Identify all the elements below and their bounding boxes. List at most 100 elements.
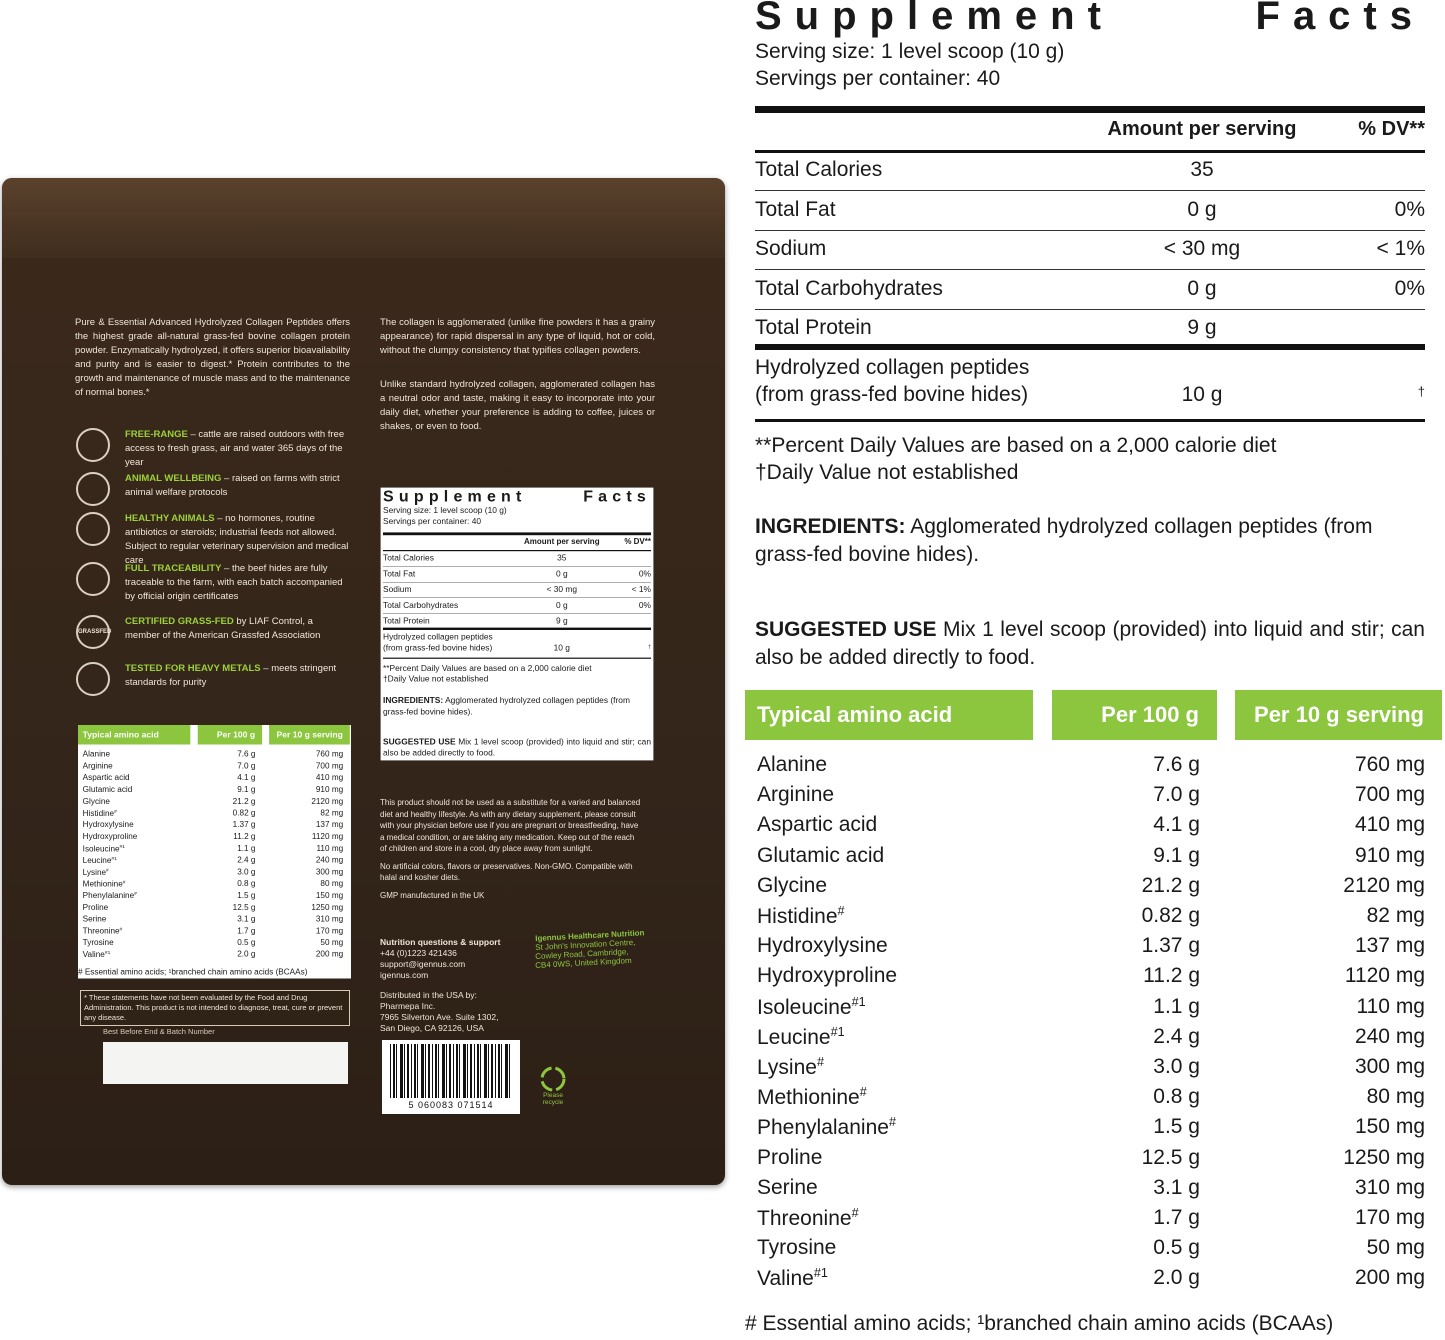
amino-name-text: Tyrosine [82, 938, 114, 947]
amino-header-text: Per 10 g serving [1254, 702, 1424, 727]
amino-name: Serine [83, 914, 107, 923]
bar-line [425, 1044, 426, 1098]
contact-line: igennus.com [380, 970, 429, 980]
amino-per10: 82 mg [320, 808, 344, 818]
nutrient-dv: 0% [1394, 276, 1425, 300]
amino-name-text: Hydroxyproline [82, 832, 138, 841]
feature-title: FULL TRACEABILITY [125, 563, 222, 574]
amino-mark: # [888, 1115, 896, 1130]
bar-line [495, 1044, 496, 1098]
amino-name-text: Isoleucine [757, 995, 852, 1019]
rule-thick [383, 532, 651, 536]
amino-per100: 21.2 g [232, 796, 256, 806]
nutrient-amount: 35 [557, 553, 567, 563]
amino-name-text: Lysine [82, 867, 107, 877]
nutrient-name: Total Fat [383, 569, 416, 579]
nutrient-amount: 35 [1190, 158, 1214, 181]
nutrient-name: Total Calories [755, 158, 883, 181]
bar-line [501, 1044, 502, 1098]
feature: HEALTHY ANIMALS – no hormones, routine a… [125, 512, 350, 568]
amino-name: Proline [757, 1146, 822, 1170]
amino-per100: 3.1 g [237, 914, 256, 924]
bar-line [463, 1044, 466, 1098]
amino-per10: 82 mg [1366, 904, 1425, 927]
facts-panel: Supplement Facts Serving size: 1 level sc… [755, 0, 1425, 680]
amino-per100: 1.7 g [1153, 1206, 1200, 1229]
amino-name: Hydroxylysine [83, 820, 134, 829]
nutrient-amount: 0 g [555, 600, 568, 610]
nutrient-name: Total Protein [755, 316, 872, 339]
serving-size: Serving size: 1 level scoop (10 g) [383, 506, 507, 516]
amino-mark: #1 [119, 843, 126, 850]
nutrient-name: Total Protein [383, 616, 430, 626]
footnote: **Percent Daily Values are based on a 2,… [755, 434, 1277, 457]
amino-per100: 7.6 g [1153, 753, 1200, 776]
amino-name: Valine#1 [83, 950, 111, 960]
amino-name: Threonine# [757, 1206, 859, 1231]
amino-name: Tyrosine [757, 1236, 836, 1260]
bar-line [480, 1044, 481, 1098]
amino-mark: #1 [813, 1266, 828, 1281]
amino-per100: 12.5 g [1141, 1145, 1200, 1169]
barcode-number: 5 060083 071514 [408, 1100, 494, 1110]
amino-name-text: Hydroxylysine [82, 820, 134, 830]
amino-per10: 137 mg [1354, 934, 1425, 958]
amino-name-text: Alanine [82, 749, 111, 759]
warnings: This product should not be used as a sub… [380, 797, 642, 907]
footnote: **Percent Daily Values are based on a 2,… [383, 663, 592, 673]
nutrient-amount: 0 g [555, 569, 568, 579]
bar-line [459, 1044, 460, 1098]
nutrient-dv: < 1% [1376, 237, 1425, 260]
feature-icon: GRASSFED [76, 615, 112, 649]
amino-per10: 310 mg [315, 914, 344, 924]
nutrient-amount: 0 g [1187, 197, 1217, 221]
bar-line [407, 1044, 409, 1098]
amino-header: Per 10 g serving [269, 725, 350, 745]
rule-thick [755, 344, 1425, 350]
amino-per10: 50 mg [320, 938, 344, 947]
amino-mark: #1 [851, 994, 866, 1009]
feature-text: – no hormones, routine antibiotics or st… [125, 513, 349, 566]
amino-header-text: Typical amino acid profile [757, 702, 953, 777]
serving-size: Serving size: 1 level scoop (10 g) [755, 40, 1065, 63]
amino-mark: # [134, 890, 137, 897]
amino-name-text: Leucine [82, 855, 112, 865]
amino-header-text: Typical amino acid profile [82, 729, 159, 759]
recycle-arrows [540, 1066, 566, 1092]
nutrient-name: Sodium [755, 237, 827, 260]
amino-name: Hydroxyproline [757, 964, 897, 988]
amino-mark: # [859, 1085, 867, 1100]
amino-per100: 1.37 g [1141, 934, 1200, 958]
feature-text: – meets stringent standards for purity [125, 663, 337, 688]
bar-line [484, 1044, 487, 1098]
feature-icon [76, 562, 110, 596]
header-dv: % DV** [1358, 118, 1425, 140]
amino-name-text: Histidine [757, 905, 838, 928]
amino-per100: 0.8 g [1153, 1085, 1200, 1109]
amino-per100: 1.5 g [237, 890, 256, 900]
distributor-line: Distributed in the USA by: [380, 990, 477, 1000]
ingredients: INGREDIENTS: Agglomerated hydrolyzed col… [755, 513, 1425, 569]
amino-per100: 11.2 g [1143, 964, 1200, 988]
amino-name-text: Leucine [757, 1025, 831, 1049]
nutrient-name: Total Calories [383, 553, 434, 563]
amino-per10: 310 mg [1354, 1175, 1425, 1199]
amino-per100: 3.0 g [1153, 1055, 1200, 1078]
facts-title: Supplement Facts [383, 487, 651, 506]
bar-line [438, 1044, 439, 1098]
bar-line [505, 1044, 508, 1098]
amino-mark: #1 [104, 949, 111, 956]
bar-line [393, 1044, 395, 1098]
ingredients-text: Agglomerated hydrolyzed collagen peptide… [755, 515, 1373, 566]
amino-name-text: Phenylalanine [82, 891, 135, 901]
collagen-amount: 10 g [1181, 383, 1223, 406]
amino-per10: 1120 mg [1344, 964, 1425, 988]
amino-per10: 80 mg [1366, 1085, 1425, 1109]
distributor-line: San Diego, CA 92126, USA [380, 1023, 484, 1033]
recycle-icon [540, 1066, 566, 1092]
bar-line [498, 1044, 500, 1098]
grassfed-badge: GRASSFED [78, 629, 112, 635]
amino-name: Glutamic acid [83, 785, 133, 794]
row-line [755, 229, 1425, 231]
